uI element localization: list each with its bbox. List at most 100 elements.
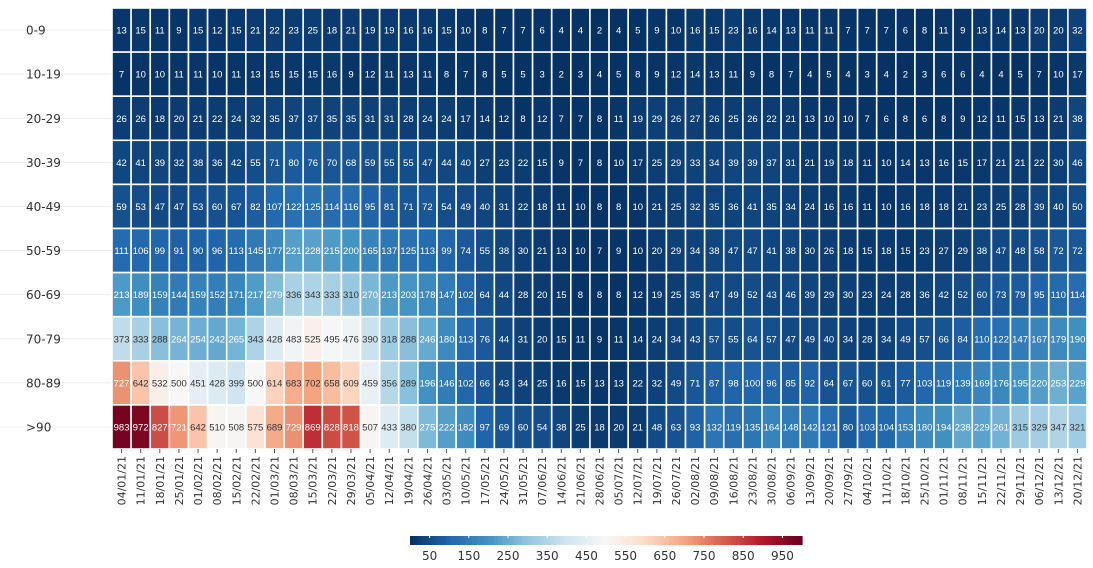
legend-gradient-segment [413,536,418,545]
x-tick-label: 10/05/21 [460,456,473,505]
cell-value-label: 135 [745,422,761,433]
legend-gradient-segment [697,536,702,545]
cell-value-label: 270 [362,290,378,301]
cell-value-label: 242 [209,334,225,345]
cell-value-label: 8 [482,26,487,37]
cell-value-label: 7 [463,70,468,81]
cell-value-label: 6 [903,26,908,37]
cell-value-label: 5 [616,70,621,81]
cell-value-label: 107 [267,202,283,213]
cell-value-label: 44 [441,158,452,169]
legend-gradient-segment [651,536,656,545]
cell-value-label: 289 [400,378,416,389]
cell-value-label: 30 [843,290,854,301]
cell-value-label: 265 [228,334,244,345]
cell-value-label: 49 [900,334,911,345]
cell-value-label: 13 [116,26,127,37]
cell-value-label: 31 [785,158,796,169]
cell-value-label: 12 [632,290,643,301]
cell-value-label: 60 [518,422,529,433]
cell-value-label: 32 [690,202,701,213]
cell-value-label: 451 [190,378,206,389]
legend-gradient-segment [726,536,731,545]
cell-value-label: 178 [420,290,436,301]
cell-value-label: 8 [941,114,946,125]
cell-value-label: 28 [900,290,911,301]
cell-value-label: 22 [1034,158,1045,169]
cell-value-label: 46 [1072,158,1083,169]
cell-value-label: 7 [845,26,850,37]
cell-value-label: 68 [346,158,357,169]
cell-value-label: 264 [171,334,187,345]
cell-value-label: 500 [247,378,263,389]
cell-value-label: 103 [917,378,933,389]
cell-value-label: 4 [578,26,583,37]
cell-value-label: 13 [594,378,605,389]
cell-value-label: 194 [936,422,952,433]
cell-value-label: 310 [343,290,359,301]
legend-gradient-segment [592,536,597,545]
cell-value-label: 13 [977,26,988,37]
cell-value-label: 29 [824,290,835,301]
cell-value-label: 12 [212,26,223,37]
cell-value-label: 16 [938,158,949,169]
legend-gradient-segment [494,536,499,545]
x-tick-label: 01/11/21 [938,456,951,505]
cell-value-label: 5 [826,70,831,81]
cell-value-label: 428 [209,378,225,389]
cell-value-label: 55 [480,246,491,257]
cell-value-label: 76 [480,334,491,345]
legend-tick-label: 50 [422,549,437,563]
x-tick-label: 28/06/21 [594,456,607,505]
legend-tick-label: 150 [457,549,480,563]
legend-gradient-segment [583,536,587,545]
legend-gradient-segment [576,536,581,545]
cell-value-label: 642 [190,422,206,433]
legend-gradient-segment [661,536,666,545]
cell-value-label: 5 [520,70,525,81]
cell-value-label: 5 [635,26,640,37]
cell-value-label: 32 [1072,26,1083,37]
cell-value-label: 144 [171,290,187,301]
cell-value-label: 80 [843,422,854,433]
legend-gradient-segment [677,536,682,545]
cell-value-label: 39 [1034,202,1045,213]
cell-value-label: 9 [348,70,353,81]
cell-value-label: 14 [900,158,911,169]
cell-value-label: 122 [286,202,302,213]
cell-value-label: 336 [286,290,302,301]
legend-gradient-segment [570,536,574,545]
cell-value-label: 532 [152,378,168,389]
cell-value-label: 41 [747,202,758,213]
x-tick-label: 23/08/21 [746,456,759,505]
cell-value-label: 4 [845,70,850,81]
legend-gradient-segment [459,536,463,545]
cell-value-label: 142 [802,422,818,433]
cell-value-label: 433 [381,422,397,433]
cell-value-label: 12 [537,114,548,125]
cell-value-label: 17 [1072,70,1083,81]
legend-gradient-segment [785,536,790,545]
legend-gradient-segment [465,536,470,545]
cell-value-label: 26 [709,114,720,125]
cell-value-label: 16 [900,202,911,213]
cell-value-label: 20 [537,290,548,301]
cell-value-label: 64 [480,290,491,301]
cell-value-label: 18 [843,158,854,169]
cell-value-label: 14 [766,26,777,37]
x-tick-label: 24/05/21 [498,456,511,505]
cell-value-label: 13 [403,70,414,81]
x-tick-label: 22/03/21 [326,456,339,505]
cell-value-label: 3 [864,70,869,81]
cell-value-label: 34 [671,334,682,345]
cell-value-label: 54 [537,422,548,433]
cell-value-label: 95 [1034,290,1045,301]
cell-value-label: 27 [690,114,701,125]
legend-gradient-segment [743,536,748,545]
legend-gradient-segment [537,536,542,545]
cell-value-label: 34 [881,334,892,345]
cell-value-label: 146 [439,378,455,389]
legend-gradient-segment [753,536,757,545]
cell-value-label: 15 [709,26,720,37]
cell-value-label: 14 [632,334,643,345]
